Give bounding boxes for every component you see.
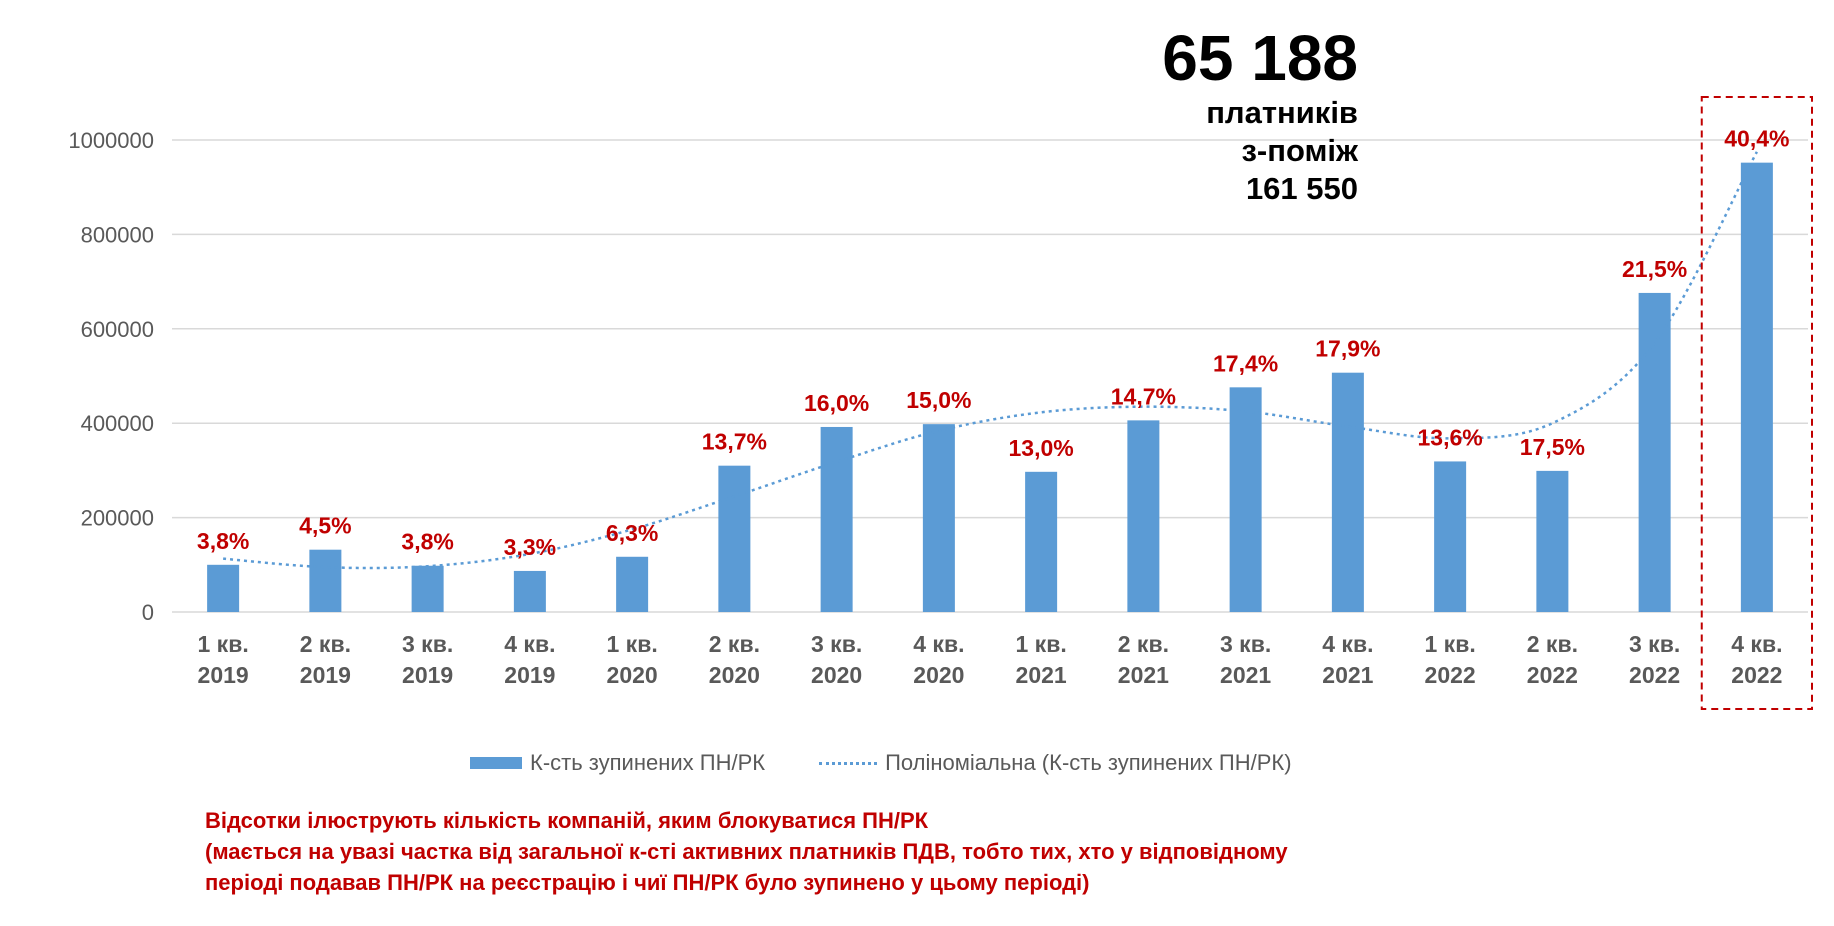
x-tick-label: 3 кв.	[1220, 631, 1271, 657]
data-label: 3,3%	[504, 534, 556, 560]
x-axis: 1 кв. 2019 2 кв. 2019 3 кв. 2019 4 кв. 2019 1 кв…	[198, 631, 1783, 688]
x-tick-label: 2 кв.	[709, 631, 760, 657]
bar	[1229, 387, 1262, 612]
data-label: 15,0%	[906, 387, 971, 413]
gridlines	[172, 139, 1808, 613]
bar-chart: 0 200000 400000 600000 800000 1000000 3,8% 4,5…	[68, 96, 1813, 710]
data-label: 3,8%	[197, 528, 249, 554]
data-labels: 3,8% 4,5% 3,8% 3,3% 6,3% 13,7% 16,0% 15,0% 13,0%…	[197, 126, 1790, 560]
bar	[1740, 162, 1773, 612]
callout-line-3: 161 550	[1245, 171, 1358, 206]
x-tick-label: 1 кв.	[1016, 631, 1067, 657]
x-tick-label: 3 кв.	[402, 631, 453, 657]
x-tick-label: 3 кв.	[811, 631, 862, 657]
x-tick-label: 2022	[1425, 662, 1476, 688]
legend: К-сть зупинених ПН/РК Поліноміальна (К-с…	[470, 750, 1292, 776]
data-label: 13,6%	[1418, 424, 1483, 450]
legend-bar-label: К-сть зупинених ПН/РК	[530, 750, 766, 775]
bar	[411, 565, 444, 612]
callout-line-1: платників	[1206, 95, 1358, 130]
bar	[1331, 372, 1364, 612]
footnote-line-3: періоді подавав ПН/РК на реєстрацію і чи…	[205, 870, 1090, 895]
legend-line-label: Поліноміальна (К-сть зупинених ПН/РК)	[885, 750, 1292, 775]
x-tick-label: 3 кв.	[1629, 631, 1680, 657]
data-label: 13,0%	[1009, 435, 1074, 461]
bar	[513, 570, 546, 612]
x-tick-label: 4 кв.	[504, 631, 555, 657]
data-label: 17,5%	[1520, 434, 1585, 460]
callout: 65 188 платників з-поміж 161 550	[1162, 22, 1358, 208]
x-tick-label: 2021	[1220, 662, 1271, 688]
bar	[1434, 461, 1467, 612]
data-label: 17,9%	[1315, 336, 1380, 362]
x-tick-label: 4 кв.	[913, 631, 964, 657]
x-tick-label: 2022	[1629, 662, 1680, 688]
bar	[207, 564, 240, 612]
x-tick-label: 2020	[709, 662, 760, 688]
y-axis: 0 200000 400000 600000 800000 1000000	[68, 128, 154, 625]
x-tick-label: 2020	[913, 662, 964, 688]
bar	[616, 556, 649, 612]
data-label: 14,7%	[1111, 383, 1176, 409]
x-tick-label: 4 кв.	[1322, 631, 1373, 657]
bar	[1025, 471, 1058, 612]
x-tick-label: 1 кв.	[607, 631, 658, 657]
data-label: 4,5%	[299, 513, 351, 539]
data-label: 21,5%	[1622, 256, 1687, 282]
y-tick-label: 800000	[81, 222, 154, 247]
x-tick-label: 2019	[198, 662, 249, 688]
data-label: 17,4%	[1213, 350, 1278, 376]
footnote-line-1: Відсотки ілюструють кількість компаній, …	[205, 808, 929, 833]
data-label: 13,7%	[702, 429, 767, 455]
x-tick-label: 1 кв.	[198, 631, 249, 657]
x-tick-label: 2019	[300, 662, 351, 688]
bar	[922, 424, 955, 612]
y-tick-label: 1000000	[68, 128, 154, 153]
x-tick-label: 4 кв.	[1731, 631, 1782, 657]
data-label: 16,0%	[804, 390, 869, 416]
y-tick-label: 0	[142, 600, 154, 625]
x-tick-label: 2 кв.	[1118, 631, 1169, 657]
trendline	[223, 151, 1758, 570]
callout-line-2: з-поміж	[1241, 133, 1358, 168]
x-tick-label: 2 кв.	[1527, 631, 1578, 657]
bar	[1638, 292, 1671, 612]
bar	[309, 549, 342, 612]
x-tick-label: 1 кв.	[1425, 631, 1476, 657]
bar	[718, 465, 751, 612]
x-tick-label: 2 кв.	[300, 631, 351, 657]
x-tick-label: 2020	[607, 662, 658, 688]
footnote: Відсотки ілюструють кількість компаній, …	[205, 805, 1288, 898]
x-tick-label: 2022	[1527, 662, 1578, 688]
x-tick-label: 2019	[504, 662, 555, 688]
x-tick-label: 2022	[1731, 662, 1782, 688]
data-label: 3,8%	[401, 529, 453, 555]
y-tick-label: 600000	[81, 317, 154, 342]
footnote-line-2: (мається на увазі частка від загальної к…	[205, 839, 1288, 864]
bar	[1536, 470, 1569, 612]
legend-line-swatch	[819, 761, 878, 765]
callout-count: 65 188	[1162, 22, 1358, 94]
x-tick-label: 2021	[1118, 662, 1169, 688]
x-tick-label: 2021	[1016, 662, 1067, 688]
x-tick-label: 2020	[811, 662, 862, 688]
data-label: 40,4%	[1724, 126, 1789, 152]
x-tick-label: 2019	[402, 662, 453, 688]
legend-bar-swatch	[470, 757, 522, 769]
data-label: 6,3%	[606, 520, 658, 546]
bar	[1127, 420, 1160, 612]
x-tick-label: 2021	[1322, 662, 1373, 688]
y-tick-label: 200000	[81, 506, 154, 531]
y-tick-label: 400000	[81, 411, 154, 436]
bar	[820, 426, 853, 612]
bars	[207, 162, 1773, 612]
